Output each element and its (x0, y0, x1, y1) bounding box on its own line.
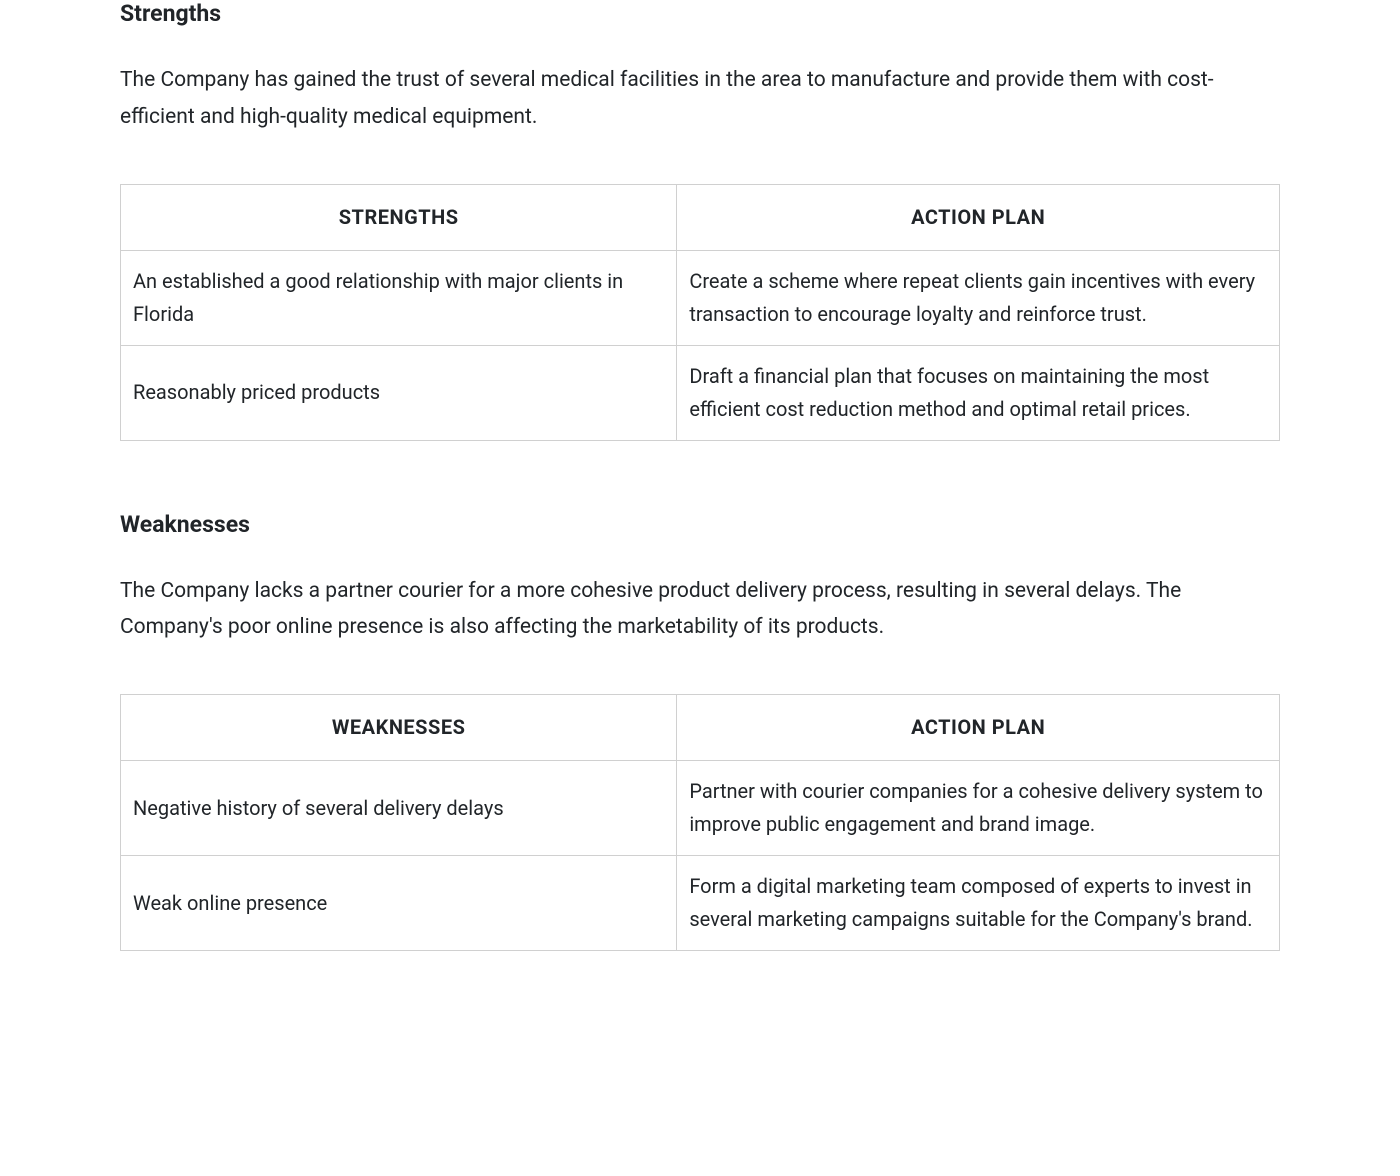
table-row: Weak online presence Form a digital mark… (121, 856, 1280, 951)
actionplan-col-header: ACTION PLAN (677, 184, 1280, 250)
weakness-item-cell: Negative history of several delivery del… (121, 761, 677, 856)
strength-action-cell: Create a scheme where repeat clients gai… (677, 250, 1280, 345)
weaknesses-description: The Company lacks a partner courier for … (120, 573, 1280, 647)
strengths-table: STRENGTHS ACTION PLAN An established a g… (120, 184, 1280, 441)
strengths-section: Strengths The Company has gained the tru… (120, 0, 1280, 441)
weaknesses-section: Weaknesses The Company lacks a partner c… (120, 511, 1280, 952)
weaknesses-heading: Weaknesses (120, 511, 1280, 538)
weaknesses-col-header: WEAKNESSES (121, 695, 677, 761)
strengths-description: The Company has gained the trust of seve… (120, 62, 1280, 136)
strength-item-cell: Reasonably priced products (121, 345, 677, 440)
strengths-heading: Strengths (120, 0, 1280, 27)
table-header-row: STRENGTHS ACTION PLAN (121, 184, 1280, 250)
strengths-col-header: STRENGTHS (121, 184, 677, 250)
actionplan-col-header: ACTION PLAN (677, 695, 1280, 761)
weaknesses-table: WEAKNESSES ACTION PLAN Negative history … (120, 694, 1280, 951)
weakness-action-cell: Partner with courier companies for a coh… (677, 761, 1280, 856)
weakness-action-cell: Form a digital marketing team composed o… (677, 856, 1280, 951)
strength-action-cell: Draft a financial plan that focuses on m… (677, 345, 1280, 440)
table-row: Negative history of several delivery del… (121, 761, 1280, 856)
strength-item-cell: An established a good relationship with … (121, 250, 677, 345)
table-header-row: WEAKNESSES ACTION PLAN (121, 695, 1280, 761)
table-row: An established a good relationship with … (121, 250, 1280, 345)
weakness-item-cell: Weak online presence (121, 856, 677, 951)
table-row: Reasonably priced products Draft a finan… (121, 345, 1280, 440)
